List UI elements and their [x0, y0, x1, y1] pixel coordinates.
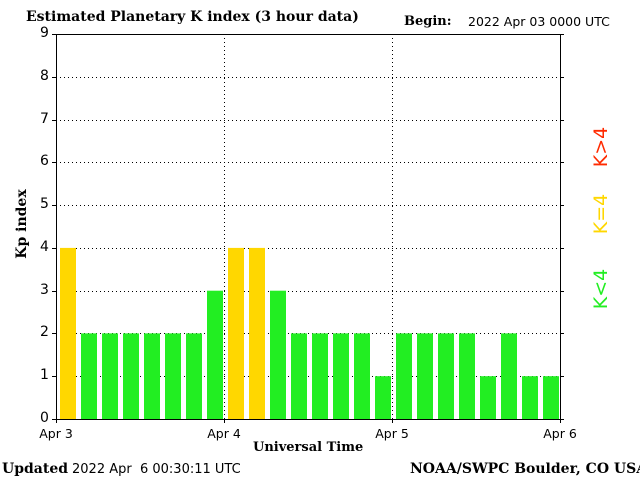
x-tick-label: Apr 6	[543, 426, 577, 441]
y-tick-label: 8	[40, 67, 49, 84]
plot-frame	[56, 34, 561, 420]
kp-bar	[501, 333, 517, 419]
chart-title: Estimated Planetary K index (3 hour data…	[26, 9, 359, 25]
x-tick-label: Apr 5	[375, 426, 409, 441]
y-tick-label: 9	[40, 25, 49, 41]
kp-bar	[312, 333, 328, 419]
begin-label: Begin:	[404, 14, 452, 29]
axis-ticks	[52, 34, 564, 423]
y-tick-label: 7	[40, 110, 49, 127]
credit-text: NOAA/SWPC Boulder, CO USA	[410, 461, 640, 477]
y-tick-label: 4	[40, 238, 49, 255]
kp-bar	[249, 247, 265, 419]
kp-bar	[60, 247, 76, 419]
kp-bar	[417, 333, 433, 419]
chart-bars	[60, 247, 559, 419]
kp-bar	[543, 376, 559, 419]
x-axis-label: Universal Time	[253, 440, 364, 455]
kp-bar	[459, 333, 475, 419]
kp-bar	[480, 376, 496, 419]
x-tick-label: Apr 3	[39, 426, 73, 441]
legend-high-label: K>4	[590, 126, 612, 168]
kp-bar	[375, 376, 391, 419]
legend-low-label: K<4	[590, 268, 612, 310]
kp-bar	[333, 333, 349, 419]
kp-bar	[291, 333, 307, 419]
kp-bar	[207, 290, 223, 419]
kp-bar	[438, 333, 454, 419]
y-tick-label: 0	[40, 410, 49, 426]
legend-mid-label: K=4	[590, 193, 612, 235]
y-tick-label: 3	[40, 281, 49, 298]
kp-bar	[186, 333, 202, 419]
updated-value: 2022 Apr 6 00:30:11 UTC	[72, 462, 241, 477]
kp-bar	[144, 333, 160, 419]
begin-value: 2022 Apr 03 0000 UTC	[468, 14, 610, 29]
y-tick-label: 6	[40, 153, 49, 170]
kp-bar	[396, 333, 412, 419]
chart-gridlines	[56, 34, 560, 419]
kp-bar	[102, 333, 118, 419]
y-tick-label: 2	[40, 324, 49, 341]
kp-bar	[81, 333, 97, 419]
kp-bar	[270, 290, 286, 419]
y-tick-label: 1	[40, 367, 49, 384]
kp-bar	[354, 333, 370, 419]
updated-label: Updated	[2, 461, 69, 477]
y-axis-label: Kp index	[14, 189, 30, 259]
kp-bar	[522, 376, 538, 419]
kp-bar	[123, 333, 139, 419]
kp-bar	[228, 247, 244, 419]
y-tick-label: 5	[40, 196, 49, 213]
x-tick-label: Apr 4	[207, 426, 241, 441]
kp-bar	[165, 333, 181, 419]
